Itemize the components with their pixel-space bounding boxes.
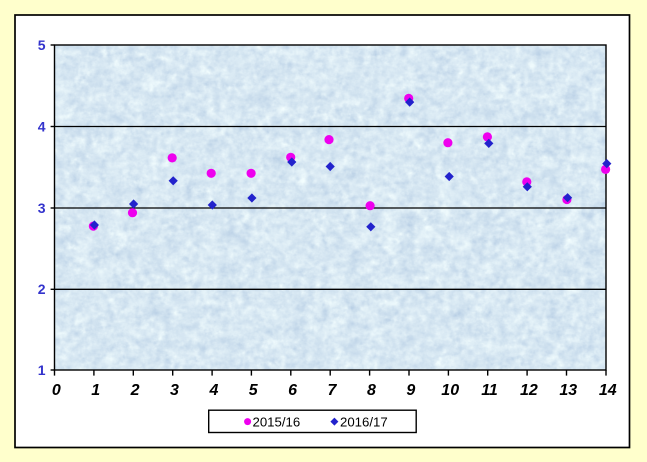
svg-text:1: 1 (38, 362, 46, 378)
svg-text:4: 4 (208, 382, 218, 399)
svg-text:14: 14 (599, 382, 617, 399)
svg-text:5: 5 (249, 382, 259, 399)
svg-text:5: 5 (38, 37, 46, 53)
svg-text:13: 13 (559, 382, 577, 399)
svg-text:3: 3 (38, 200, 46, 216)
svg-text:8: 8 (367, 382, 376, 399)
svg-text:10: 10 (441, 382, 459, 399)
svg-text:4: 4 (38, 118, 46, 134)
svg-text:0: 0 (52, 382, 61, 399)
svg-text:2015/16: 2015/16 (253, 414, 301, 429)
svg-text:9: 9 (406, 382, 415, 399)
svg-text:2: 2 (130, 382, 140, 399)
svg-text:2016/17: 2016/17 (340, 414, 388, 429)
svg-text:3: 3 (170, 382, 179, 399)
svg-text:12: 12 (520, 382, 538, 399)
svg-text:7: 7 (328, 382, 338, 399)
svg-text:2: 2 (38, 281, 46, 297)
svg-text:6: 6 (288, 382, 297, 399)
svg-text:11: 11 (481, 382, 498, 399)
svg-text:1: 1 (91, 382, 100, 399)
